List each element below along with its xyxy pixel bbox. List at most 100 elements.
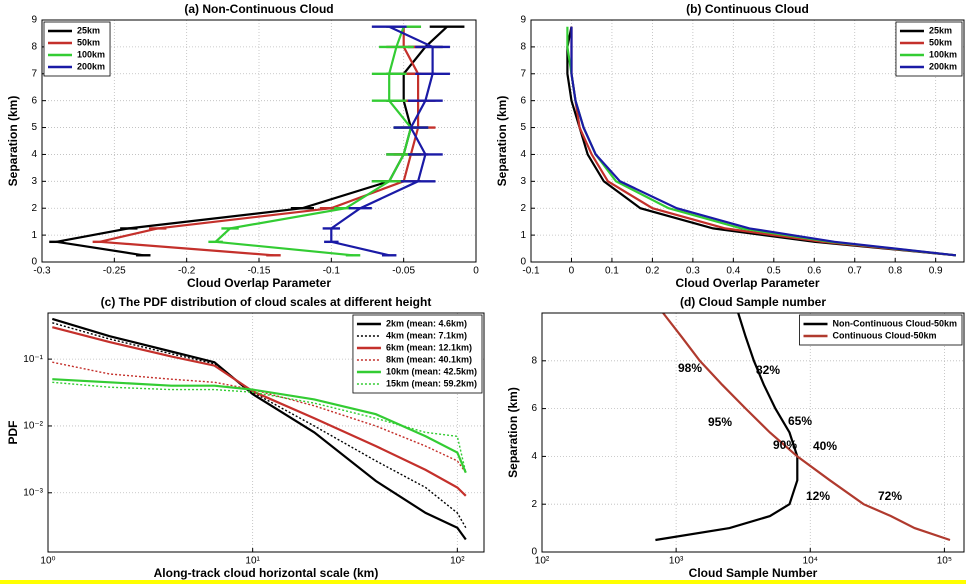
plot-frame [41, 19, 477, 263]
chart-title: (c) The PDF distribution of cloud scales… [101, 295, 432, 309]
x-tick-label: 0.8 [888, 266, 902, 277]
annotation: 82% [756, 363, 780, 377]
plot-frame [47, 312, 485, 553]
y-tick-label: 10⁻² [23, 421, 43, 432]
legend-label: 25km [929, 25, 952, 35]
legend-label: 10km (mean: 42.5km) [386, 366, 477, 376]
x-tick-label: -0.05 [392, 266, 415, 277]
legend-label: 200km [929, 61, 957, 71]
legend-label: 100km [77, 49, 105, 59]
x-tick-label: 10² [535, 556, 550, 567]
x-tick-label: 10⁰ [40, 556, 55, 567]
y-tick-label: 10⁻¹ [23, 354, 43, 365]
y-tick-label: 1 [31, 230, 37, 241]
series-line [655, 312, 799, 542]
y-tick-label: 6 [31, 95, 37, 106]
legend-label: 15km (mean: 59.2km) [386, 378, 477, 388]
highlight-strip [0, 580, 966, 584]
y-axis-label: Separation (km) [506, 387, 520, 478]
chart-title: (b) Continuous Cloud [686, 2, 809, 16]
x-tick-label: 10⁵ [937, 556, 952, 567]
x-tick-label: 0.2 [645, 266, 659, 277]
legend-label: 4km (mean: 7.1km) [386, 330, 467, 340]
legend-label: 100km [929, 49, 957, 59]
x-tick-label: 0.1 [605, 266, 619, 277]
y-tick-label: 0 [531, 547, 537, 558]
series-line [566, 26, 957, 257]
x-tick-label: -0.25 [103, 266, 126, 277]
y-tick-label: 2 [31, 203, 37, 214]
x-axis-label: Cloud Sample Number [689, 566, 818, 580]
y-tick-label: 3 [520, 176, 526, 187]
y-tick-label: 4 [31, 149, 37, 160]
annotation: 40% [813, 439, 837, 453]
y-tick-label: 8 [31, 42, 37, 53]
y-tick-label: 1 [520, 230, 526, 241]
x-tick-label: 0.4 [726, 266, 740, 277]
legend-box [799, 314, 963, 346]
y-tick-label: 9 [520, 15, 526, 26]
x-tick-label: -0.2 [178, 266, 196, 277]
y-tick-label: 8 [520, 42, 526, 53]
y-tick-label: 0 [520, 257, 526, 268]
legend-label: 200km [77, 61, 105, 71]
x-tick-label: 10⁴ [803, 556, 818, 567]
legend-label: 25km [77, 25, 100, 35]
y-tick-label: 10⁻³ [23, 487, 43, 498]
y-axis-label: PDF [6, 421, 20, 445]
series-line [52, 322, 467, 529]
x-tick-label: -0.15 [248, 266, 271, 277]
legend-label: 6km (mean: 12.1km) [386, 342, 472, 352]
x-tick-label: 0.9 [929, 266, 943, 277]
annotation: 12% [806, 489, 830, 503]
annotation: 95% [708, 415, 732, 429]
series-line [52, 381, 467, 473]
x-tick-label: 10² [450, 556, 465, 567]
plot-frame [530, 19, 965, 263]
x-tick-label: -0.3 [33, 266, 51, 277]
series-line [52, 378, 467, 474]
series-line [570, 26, 957, 257]
x-axis-label: Along-track cloud horizontal scale (km) [154, 566, 379, 580]
legend-label: 50km [929, 37, 952, 47]
y-tick-label: 9 [31, 15, 37, 26]
plot-frame [541, 312, 965, 553]
y-tick-label: 6 [520, 95, 526, 106]
legend-label: 8km (mean: 40.1km) [386, 354, 472, 364]
annotation: 98% [678, 361, 702, 375]
legend: 2km (mean: 4.6km) 4km (mean: 7.1km) 6km (m… [352, 314, 483, 394]
legend: Non-Continuous Cloud-50km Continuous Clou… [799, 314, 963, 346]
y-tick-label: 8 [531, 355, 537, 366]
x-axis-label: Cloud Overlap Parameter [675, 276, 819, 290]
x-tick-label: 0.5 [767, 266, 781, 277]
y-tick-label: 6 [531, 403, 537, 414]
series-line [662, 312, 951, 542]
x-tick-label: 0.6 [807, 266, 821, 277]
plot-area [542, 313, 964, 552]
y-tick-label: 3 [31, 176, 37, 187]
annotation: 72% [878, 489, 902, 503]
annotation: 90% [773, 438, 797, 452]
y-axis-label: Separation (km) [6, 96, 20, 187]
x-tick-label: 0.7 [848, 266, 862, 277]
series-line [52, 361, 467, 474]
x-tick-label: 0.3 [686, 266, 700, 277]
y-tick-label: 0 [31, 257, 37, 268]
annotation: 65% [788, 414, 812, 428]
legend-box [352, 314, 483, 394]
x-tick-label: -0.1 [522, 266, 540, 277]
y-tick-label: 2 [531, 499, 537, 510]
legend-label: 50km [77, 37, 100, 47]
y-tick-label: 7 [520, 68, 526, 79]
x-tick-label: 10¹ [245, 556, 260, 567]
plot-area [531, 20, 964, 262]
chart-title: (a) Non-Continuous Cloud [184, 2, 333, 16]
y-tick-label: 4 [531, 451, 537, 462]
y-tick-label: 2 [520, 203, 526, 214]
y-axis-label: Separation (km) [495, 96, 509, 187]
y-tick-label: 5 [520, 122, 526, 133]
legend-label: 2km (mean: 4.6km) [386, 318, 467, 328]
y-tick-label: 4 [520, 149, 526, 160]
legend-label: Non-Continuous Cloud-50km [833, 318, 958, 328]
